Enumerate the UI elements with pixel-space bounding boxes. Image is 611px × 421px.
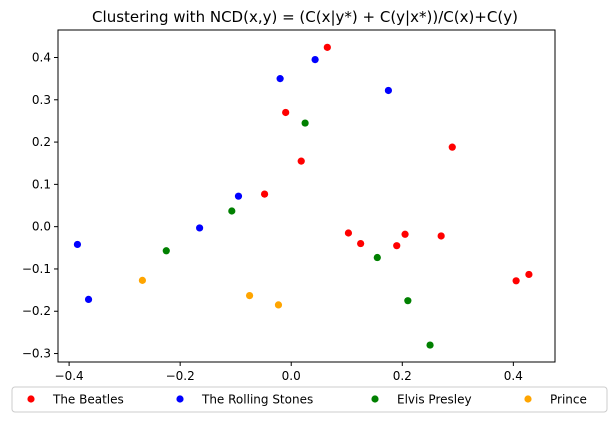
chart-title: Clustering with NCD(x,y) = (C(x|y*) + C(… bbox=[92, 8, 518, 26]
data-point-series-0 bbox=[297, 157, 305, 165]
legend-label: The Beatles bbox=[52, 393, 124, 407]
data-point-series-0 bbox=[448, 143, 456, 151]
plot-area bbox=[57, 29, 556, 363]
data-point-series-0 bbox=[401, 230, 409, 238]
data-point-series-1 bbox=[234, 192, 243, 200]
data-point-series-0 bbox=[282, 108, 290, 117]
data-point-series-0 bbox=[393, 242, 401, 250]
data-point-series-0 bbox=[323, 43, 331, 51]
y-tick-label: 0.1 bbox=[32, 177, 51, 191]
legend-label: Elvis Presley bbox=[397, 393, 472, 407]
x-tick-label: 0.0 bbox=[282, 369, 301, 383]
y-tick-label: 0.2 bbox=[32, 135, 51, 149]
x-tick-label: −0.2 bbox=[166, 369, 195, 383]
data-point-series-1 bbox=[384, 86, 393, 95]
data-point-series-3 bbox=[138, 276, 147, 284]
data-point-series-3 bbox=[245, 292, 254, 300]
data-point-series-2 bbox=[301, 119, 309, 127]
data-point-series-0 bbox=[260, 190, 269, 198]
data-point-series-2 bbox=[228, 207, 236, 215]
data-point-series-0 bbox=[437, 232, 445, 240]
legend-marker bbox=[27, 395, 35, 403]
x-tick-label: 0.4 bbox=[504, 369, 523, 383]
y-tick-label: −0.3 bbox=[22, 347, 51, 361]
data-point-series-2 bbox=[373, 253, 381, 262]
data-point-series-2 bbox=[426, 341, 434, 349]
data-point-series-1 bbox=[196, 224, 204, 232]
data-point-series-3 bbox=[274, 301, 283, 309]
legend-marker bbox=[371, 395, 379, 403]
x-axis: −0.4 −0.2 0.0 0.2 0.4 bbox=[55, 362, 523, 383]
data-point-series-0 bbox=[344, 229, 353, 237]
data-point-series-1 bbox=[84, 295, 93, 304]
legend-marker bbox=[524, 395, 532, 403]
x-tick-label: 0.2 bbox=[393, 369, 412, 383]
y-tick-label: 0.3 bbox=[32, 93, 51, 107]
data-point-series-1 bbox=[73, 240, 82, 249]
legend-box bbox=[11, 386, 608, 413]
data-point-series-1 bbox=[276, 75, 284, 83]
data-points bbox=[73, 43, 533, 349]
legend-label: Prince bbox=[550, 393, 587, 407]
data-point-series-0 bbox=[357, 239, 365, 248]
data-point-series-0 bbox=[525, 270, 533, 279]
legend-marker bbox=[176, 395, 184, 403]
y-tick-label: −0.1 bbox=[22, 262, 51, 276]
data-point-series-0 bbox=[512, 277, 520, 285]
y-tick-label: 0.4 bbox=[32, 50, 51, 64]
x-tick-label: −0.4 bbox=[55, 369, 84, 383]
data-point-series-2 bbox=[162, 247, 170, 255]
y-tick-label: −0.2 bbox=[22, 304, 51, 318]
y-axis: −0.3 −0.2 −0.1 0.0 0.1 0.2 0.3 0.4 bbox=[22, 50, 58, 361]
data-point-series-2 bbox=[404, 297, 412, 305]
y-tick-label: 0.0 bbox=[32, 220, 51, 234]
legend: The Beatles The Rolling Stones Elvis Presl… bbox=[11, 386, 608, 413]
data-point-series-1 bbox=[311, 56, 319, 64]
legend-label: The Rolling Stones bbox=[201, 393, 313, 407]
